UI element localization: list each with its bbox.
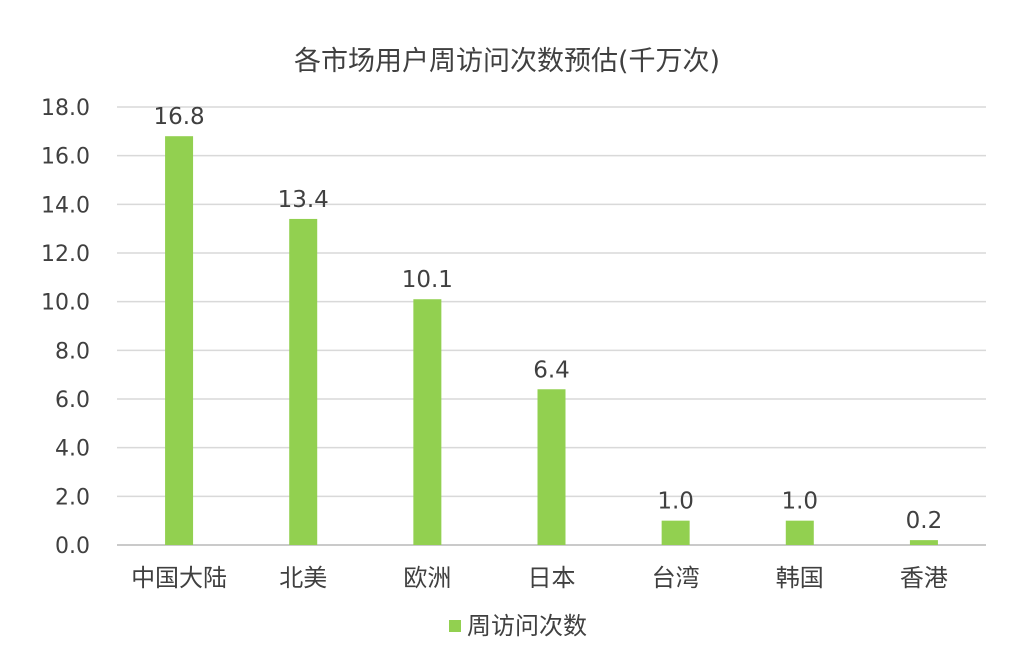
x-category-label: 中国大陆 [131, 564, 227, 592]
y-tick-label: 4.0 [55, 437, 90, 462]
x-category-label: 香港 [900, 564, 948, 592]
legend-label: 周访问次数 [467, 612, 587, 640]
y-tick-label: 16.0 [41, 145, 90, 170]
bar [909, 540, 938, 545]
y-axis-ticks: 0.0 2.0 4.0 6.0 8.0 10.0 12.0 14.0 16.0 18.0 [41, 96, 90, 559]
bar [413, 299, 442, 545]
x-category-label: 欧洲 [403, 564, 451, 592]
y-tick-label: 0.0 [55, 534, 90, 559]
data-labels: 16.8 13.4 10.1 6.4 1.0 1.0 0.2 [153, 104, 942, 534]
data-label: 1.0 [781, 489, 818, 515]
data-label: 16.8 [153, 104, 204, 130]
legend: 周访问次数 [449, 612, 587, 640]
y-tick-label: 10.0 [41, 291, 90, 316]
y-tick-label: 6.0 [55, 388, 90, 413]
y-tick-label: 8.0 [55, 339, 90, 364]
data-label: 6.4 [533, 357, 570, 383]
bar [661, 520, 690, 545]
y-tick-label: 12.0 [41, 242, 90, 267]
data-label: 10.1 [402, 267, 453, 293]
x-category-label: 北美 [279, 564, 327, 592]
y-tick-label: 14.0 [41, 193, 90, 218]
x-category-label: 韩国 [776, 564, 824, 592]
bar [537, 389, 566, 545]
bar [785, 520, 814, 545]
x-category-label: 日本 [528, 564, 576, 592]
gridlines [117, 106, 986, 546]
x-axis-categories: 中国大陆 北美 欧洲 日本 台湾 韩国 香港 [131, 564, 948, 592]
data-label: 1.0 [657, 489, 694, 515]
chart-title: 各市场用户周访问次数预估(千万次) [294, 46, 720, 77]
bar [289, 218, 318, 545]
bar [165, 136, 194, 545]
y-tick-label: 18.0 [41, 96, 90, 121]
y-tick-label: 2.0 [55, 485, 90, 510]
legend-swatch [449, 620, 461, 632]
bars [165, 136, 938, 545]
data-label: 0.2 [906, 508, 943, 534]
x-category-label: 台湾 [652, 564, 700, 592]
data-label: 13.4 [278, 187, 329, 213]
